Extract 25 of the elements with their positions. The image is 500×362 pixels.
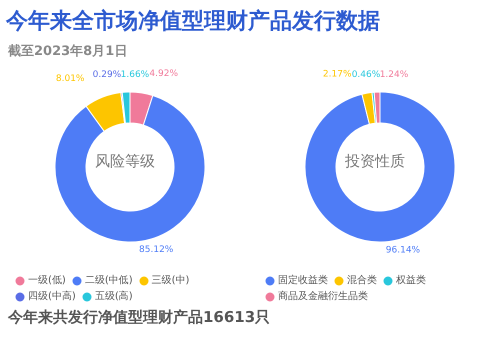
legend-label: 二级(中低)	[84, 274, 133, 288]
data-label: 85.12%	[139, 244, 174, 255]
data-label: 96.14%	[386, 245, 421, 256]
data-label: 8.01%	[56, 74, 85, 84]
text: 投资性质	[344, 152, 406, 171]
legend-label: 一级(低)	[27, 274, 66, 288]
donut-slice	[54, 95, 206, 242]
donut-slice	[304, 92, 456, 242]
data-label: 0.46%	[352, 70, 381, 80]
text: 今年来共发行净值型理财产品16613只	[8, 307, 270, 328]
legend-label: 商品及金融衍生品类	[277, 290, 368, 304]
chart-title: 今年来全市场净值型理财产品发行数据	[6, 8, 380, 36]
data-label: 0.29%	[92, 70, 122, 80]
legend-label: 五级(高)	[94, 290, 133, 304]
text: 风险等级	[94, 152, 156, 171]
legend-label: 四级(中高)	[27, 290, 76, 304]
data-label: 2.17%	[322, 69, 352, 80]
data-label: 1.66%	[120, 70, 150, 80]
legend-label: 权益类	[395, 274, 426, 288]
data-label: 1.24%	[380, 70, 409, 80]
data-label: 4.92%	[149, 69, 178, 80]
legend-label: 混合类	[346, 274, 377, 288]
legend-label: 三级(中)	[150, 274, 190, 288]
legend-label: 固定收益类	[277, 274, 328, 288]
chart-subtitle: 截至2023年8月1日	[8, 43, 128, 60]
